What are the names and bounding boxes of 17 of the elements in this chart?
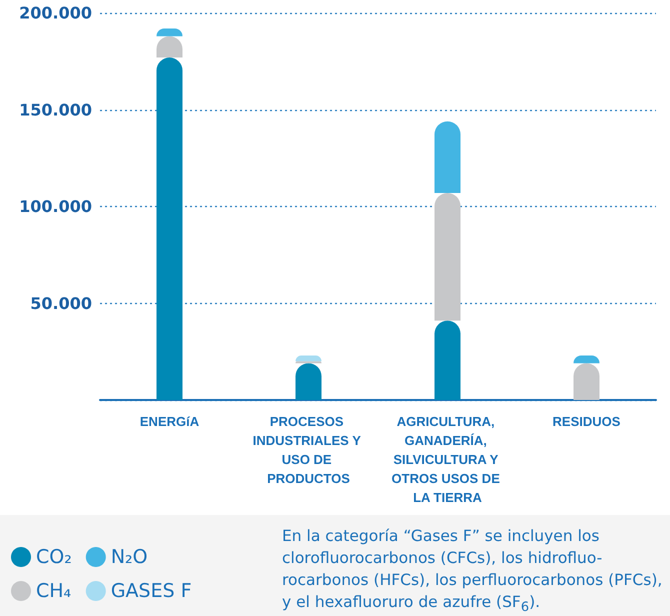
bar bbox=[434, 121, 460, 193]
legend-label: GASES F bbox=[110, 580, 192, 602]
bar bbox=[156, 58, 182, 400]
x-tick-label: ENERGíA bbox=[140, 414, 200, 429]
bar bbox=[434, 320, 460, 400]
text: En la categoría “Gases F” se incluyen los clorofluorocarbonos (CFCs), los hidrofluo-rocarbonos (HFCs), los perfluorocarbonos (PFCs), y el hexafluoruro de azufre (SF$_{6}$). bbox=[282, 526, 664, 616]
x-tick-label: PROCESOS INDUSTRIALES Y USO DE PRODUCTOS bbox=[252, 414, 364, 486]
legend-label: N₂O bbox=[110, 546, 148, 568]
y-tick-label: 100.000 bbox=[19, 197, 92, 216]
legend-label: CH₄ bbox=[36, 580, 72, 602]
y-tick-label: 150.000 bbox=[19, 100, 92, 120]
x-tick-label: RESIDUOS bbox=[552, 414, 621, 429]
bar bbox=[434, 192, 460, 321]
y-tick-label: 50.000 bbox=[30, 294, 92, 313]
x-tick-label: AGRICULTURA, GANADERÍA, SILVICULTURA Y OTROS USOS DE LA TIERRA bbox=[392, 414, 504, 505]
legend-label: CO₂ bbox=[36, 546, 72, 568]
y-tick-label: 200.000 bbox=[19, 4, 92, 22]
